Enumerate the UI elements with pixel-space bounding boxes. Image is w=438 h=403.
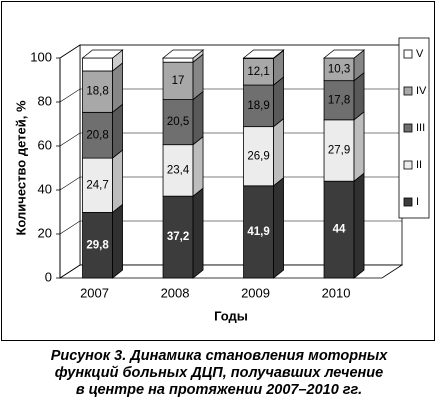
data-label-2009-II: 26,9 bbox=[247, 150, 269, 162]
legend-swatch-V bbox=[403, 49, 413, 59]
data-label-2008-III: 20,5 bbox=[167, 116, 189, 128]
data-label-2009-IV: 12,1 bbox=[247, 66, 269, 78]
bar-side-2009-III bbox=[273, 76, 284, 128]
y-tick-label-80: 80 bbox=[38, 93, 52, 108]
data-label-2010-III: 17,8 bbox=[328, 94, 350, 106]
chart-frame: 0 20 40 60 80 100 29,8 24,7 20,8 18,8 2007 37,2 23,4… bbox=[1, 1, 435, 341]
bar-side-2010-II bbox=[353, 110, 365, 183]
data-label-2008-II: 23,4 bbox=[167, 164, 190, 176]
bar-stack-2010 bbox=[322, 49, 366, 279]
data-label-2010-II: 27,9 bbox=[328, 145, 350, 157]
bar-stack-2007 bbox=[81, 49, 124, 279]
caption-line-2: функций больных ДЦП, получавших лечение bbox=[54, 365, 384, 381]
bar-side-2009-I bbox=[273, 176, 284, 279]
data-label-2008-I: 37,2 bbox=[167, 231, 189, 243]
x-tick-label-2008: 2008 bbox=[161, 285, 190, 300]
figure-caption: Рисунок 3. Динамика становления моторных… bbox=[0, 348, 438, 399]
bar-2009-II bbox=[243, 126, 274, 187]
bar-top-2010 bbox=[322, 49, 366, 59]
y-tick-label-60: 60 bbox=[38, 137, 52, 152]
bar-2007-V bbox=[82, 57, 113, 72]
bar-side-2007-III bbox=[112, 103, 123, 159]
legend-label-I: I bbox=[416, 196, 419, 208]
bar-side-2010-I bbox=[353, 172, 365, 279]
data-label-2010-IV: 10,3 bbox=[328, 63, 350, 75]
legend-swatch-III bbox=[403, 123, 413, 133]
legend-label-III: III bbox=[416, 122, 425, 134]
gridline-0 bbox=[59, 264, 402, 279]
x-tick-label-2007: 2007 bbox=[80, 285, 109, 300]
gridline-80 bbox=[59, 88, 402, 103]
y-tick-label-100: 100 bbox=[30, 49, 52, 64]
bar-2010-I bbox=[323, 180, 355, 279]
bar-2008-V bbox=[162, 57, 194, 63]
y-tick-label-40: 40 bbox=[38, 181, 52, 196]
bar-stack-2009 bbox=[242, 49, 285, 279]
data-label-2007-III: 20,8 bbox=[86, 129, 108, 141]
x-axis-title: Годы bbox=[214, 308, 248, 323]
legend-label-V: V bbox=[416, 48, 424, 60]
legend-label-II: II bbox=[416, 159, 422, 171]
bar-side-2008-I bbox=[192, 187, 204, 279]
bar-side-2007-IV bbox=[112, 62, 123, 114]
stacked-bar-chart: 0 20 40 60 80 100 29,8 24,7 20,8 18,8 2007 37,2 23,4… bbox=[13, 37, 430, 323]
bar-2007-IV bbox=[82, 70, 113, 113]
gridline-20 bbox=[59, 220, 402, 235]
data-label-2007-IV: 18,8 bbox=[86, 86, 108, 98]
data-label-2009-I: 41,9 bbox=[247, 226, 269, 238]
caption-line-3: в центре на протяжении 2007–2010 гг. bbox=[75, 382, 363, 398]
legend-swatch-IV bbox=[403, 86, 413, 96]
y-tick-label-0: 0 bbox=[45, 269, 52, 284]
bar-side-2007-I bbox=[112, 203, 123, 279]
legend-label-IV: IV bbox=[416, 85, 427, 97]
data-label-2009-III: 18,9 bbox=[247, 100, 269, 112]
bar-side-2008-II bbox=[192, 135, 204, 197]
data-label-2007-I: 29,8 bbox=[86, 239, 109, 251]
side-wall bbox=[59, 44, 81, 279]
gridline-40 bbox=[59, 176, 402, 191]
bar-top-2007 bbox=[81, 49, 124, 59]
bar-side-2007-II bbox=[112, 149, 123, 214]
legend-swatch-II bbox=[403, 160, 413, 170]
bar-2008-IV bbox=[162, 61, 194, 100]
caption-line-1: Рисунок 3. Динамика становления моторных bbox=[50, 348, 388, 364]
data-label-2007-II: 24,7 bbox=[86, 179, 108, 191]
bar-top-2008 bbox=[161, 49, 205, 59]
bar-top-2009 bbox=[242, 49, 285, 59]
bar-stack-2008 bbox=[161, 49, 205, 279]
bar-side-2008-III bbox=[192, 90, 204, 146]
x-tick-label-2009: 2009 bbox=[241, 285, 270, 300]
bar-2008-III bbox=[162, 99, 194, 146]
bar-side-2009-II bbox=[273, 117, 284, 187]
bar-2007-III bbox=[82, 111, 113, 159]
gridline-100 bbox=[59, 44, 402, 59]
gridline-60 bbox=[59, 132, 402, 147]
data-label-2010-I: 44 bbox=[333, 224, 346, 236]
x-tick-label-2010: 2010 bbox=[322, 285, 351, 300]
y-tick-label-20: 20 bbox=[38, 225, 52, 240]
y-axis-title: Количество детей, % bbox=[13, 100, 28, 236]
data-label-2008-IV: 17 bbox=[172, 75, 185, 87]
legend-swatch-I bbox=[403, 197, 413, 207]
bar-2009-IV bbox=[243, 58, 274, 86]
